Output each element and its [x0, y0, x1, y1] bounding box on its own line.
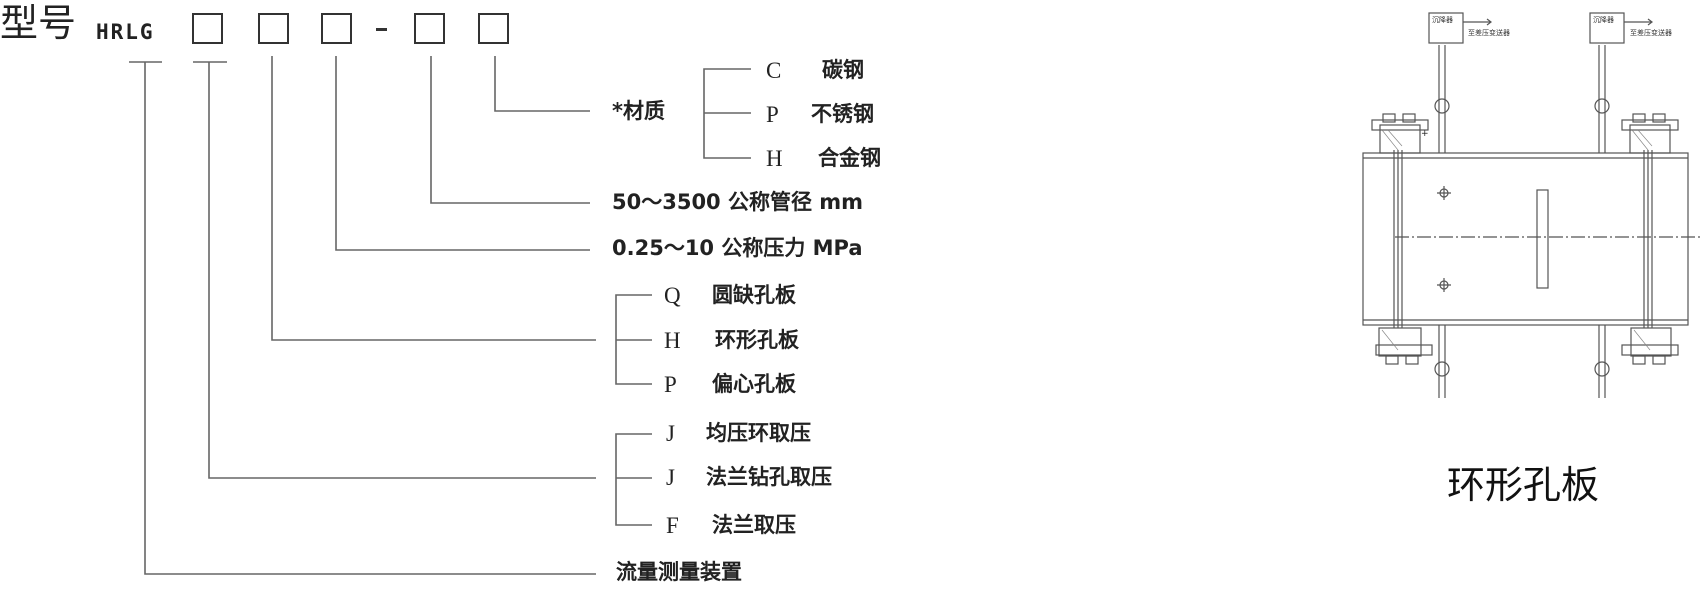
- plate-name-p: 偏心孔板: [712, 372, 796, 396]
- diameter-label: 50～3500 公称管径 mm: [612, 190, 864, 214]
- tapping-name-j1: 均压环取压: [706, 421, 811, 445]
- code-box-material: [478, 13, 509, 44]
- plus-sign: +: [1421, 129, 1429, 139]
- plate-code-q: Q: [664, 283, 681, 308]
- device-label: 流量测量装置: [616, 560, 742, 584]
- transmitter-label-left: 至差压变送器: [1468, 29, 1510, 37]
- transmitter-label-right: 至差压变送器: [1630, 29, 1672, 37]
- material-label: *材质: [612, 99, 665, 123]
- material-code-h: H: [766, 146, 783, 171]
- bracket-material: [703, 68, 751, 159]
- material-name-h: 合金钢: [818, 146, 881, 170]
- tapping-name-f: 法兰取压: [712, 513, 796, 537]
- model-prefix: HRLG: [96, 20, 155, 44]
- bracket-plate-type: [615, 294, 652, 385]
- flange-left-lines: [1393, 150, 1403, 328]
- plate-code-p: P: [664, 372, 677, 397]
- orifice-plate: [1536, 189, 1549, 289]
- crosshair-icons: [1437, 186, 1451, 292]
- connector-diameter: [430, 56, 590, 204]
- connector-plate-type: [271, 56, 596, 341]
- arrow-icons: [1486, 18, 1653, 26]
- connector-tapping: [208, 62, 596, 479]
- tapping-code-j1: J: [666, 421, 675, 446]
- flange-right-lines: [1643, 150, 1653, 328]
- pressure-label: 0.25～10 公称压力 MPa: [612, 236, 863, 260]
- separator-dash: [376, 28, 387, 31]
- flange-bolts: [1371, 113, 1679, 365]
- plate-name-q: 圆缺孔板: [712, 283, 796, 307]
- condenser-label-right: 沉降器: [1593, 16, 1614, 24]
- code-box-diameter: [414, 13, 445, 44]
- tapping-name-j2: 法兰钻孔取压: [706, 465, 832, 489]
- condenser-boxes: [1428, 12, 1653, 44]
- tapping-code-j2: J: [666, 465, 675, 490]
- pressure-taps: [1434, 45, 1610, 398]
- material-name-p: 不锈钢: [811, 102, 874, 126]
- pipe-body: [1362, 152, 1689, 326]
- plate-code-h: H: [664, 328, 681, 353]
- code-box-tapping: [192, 13, 223, 44]
- material-name-c: 碳钢: [822, 58, 864, 82]
- code-box-plate-type: [258, 13, 289, 44]
- plate-name-h: 环形孔板: [715, 328, 799, 352]
- connector-pressure: [335, 56, 590, 251]
- condenser-label-left: 沉降器: [1432, 16, 1453, 24]
- drawing-caption: 环形孔板: [1447, 463, 1600, 507]
- material-code-c: C: [766, 58, 782, 83]
- tapping-code-f: F: [666, 513, 679, 538]
- connector-material: [494, 56, 590, 112]
- code-box-pressure: [321, 13, 352, 44]
- model-title: 型号: [0, 1, 77, 45]
- connector-device: [144, 62, 596, 575]
- bracket-tapping: [615, 433, 652, 526]
- material-code-p: P: [766, 102, 779, 127]
